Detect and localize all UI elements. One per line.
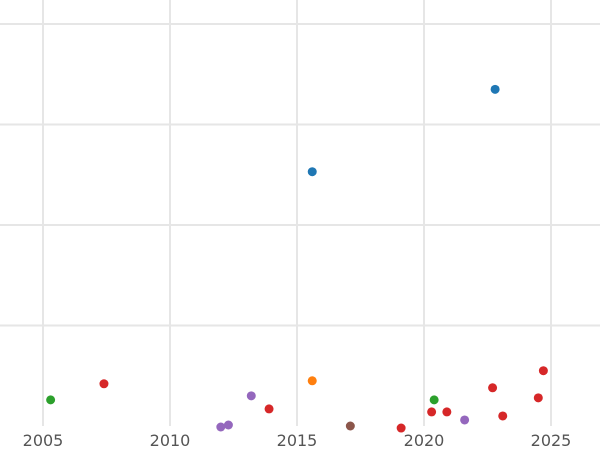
x-tick-label: 2005 [23, 431, 64, 450]
data-point [246, 391, 256, 401]
data-point [427, 407, 437, 417]
data-point [396, 423, 406, 433]
x-tick-label: 2025 [531, 431, 572, 450]
data-point [533, 393, 543, 403]
x-tick-label: 2015 [277, 431, 318, 450]
data-point [46, 395, 56, 405]
data-points [46, 84, 548, 433]
x-tick-label: 2010 [150, 431, 191, 450]
data-point [223, 420, 233, 430]
grid [0, 0, 600, 426]
x-axis-ticks: 2005 2010 2015 2020 2025 [23, 431, 572, 450]
data-point [442, 407, 452, 417]
data-point [498, 411, 508, 421]
data-point [216, 422, 226, 432]
data-point [264, 404, 274, 414]
data-point [490, 84, 500, 94]
data-point [460, 415, 470, 425]
x-tick-label: 2020 [404, 431, 445, 450]
data-point [307, 376, 317, 386]
data-point [99, 379, 109, 389]
data-point [488, 383, 498, 393]
data-point [307, 167, 317, 177]
data-point [429, 395, 439, 405]
data-point [538, 366, 548, 376]
data-point [345, 421, 355, 431]
